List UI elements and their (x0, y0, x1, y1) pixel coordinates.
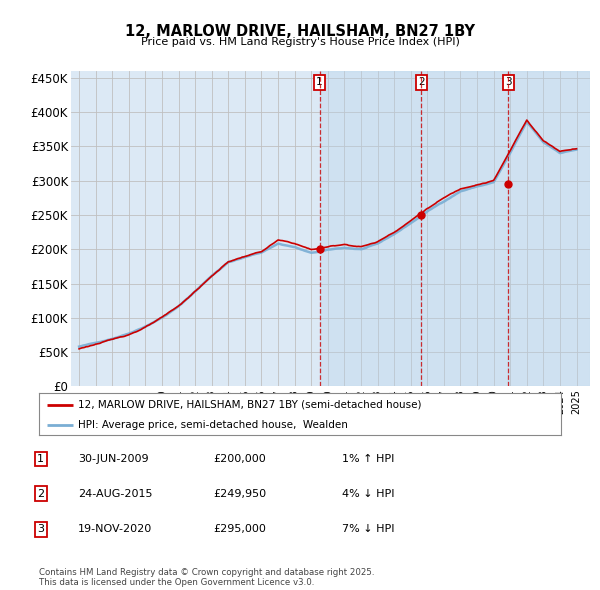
Text: 12, MARLOW DRIVE, HAILSHAM, BN27 1BY (semi-detached house): 12, MARLOW DRIVE, HAILSHAM, BN27 1BY (se… (78, 400, 422, 410)
Text: 3: 3 (37, 525, 44, 534)
Text: 24-AUG-2015: 24-AUG-2015 (78, 489, 152, 499)
Text: 1% ↑ HPI: 1% ↑ HPI (342, 454, 394, 464)
Text: 2: 2 (37, 489, 44, 499)
Text: Contains HM Land Registry data © Crown copyright and database right 2025.
This d: Contains HM Land Registry data © Crown c… (39, 568, 374, 587)
Text: £249,950: £249,950 (213, 489, 266, 499)
Text: £200,000: £200,000 (213, 454, 266, 464)
Text: 1: 1 (316, 77, 323, 87)
Text: 30-JUN-2009: 30-JUN-2009 (78, 454, 149, 464)
Text: £295,000: £295,000 (213, 525, 266, 534)
Text: 3: 3 (505, 77, 512, 87)
Bar (320, 71, 421, 386)
Text: 19-NOV-2020: 19-NOV-2020 (78, 525, 152, 534)
Text: HPI: Average price, semi-detached house,  Wealden: HPI: Average price, semi-detached house,… (78, 420, 348, 430)
Text: 7% ↓ HPI: 7% ↓ HPI (342, 525, 395, 534)
Bar (421, 71, 508, 386)
Text: Price paid vs. HM Land Registry's House Price Index (HPI): Price paid vs. HM Land Registry's House … (140, 37, 460, 47)
Text: 12, MARLOW DRIVE, HAILSHAM, BN27 1BY: 12, MARLOW DRIVE, HAILSHAM, BN27 1BY (125, 24, 475, 38)
Text: 1: 1 (37, 454, 44, 464)
Bar (508, 71, 590, 386)
Text: 4% ↓ HPI: 4% ↓ HPI (342, 489, 395, 499)
Text: 2: 2 (418, 77, 425, 87)
